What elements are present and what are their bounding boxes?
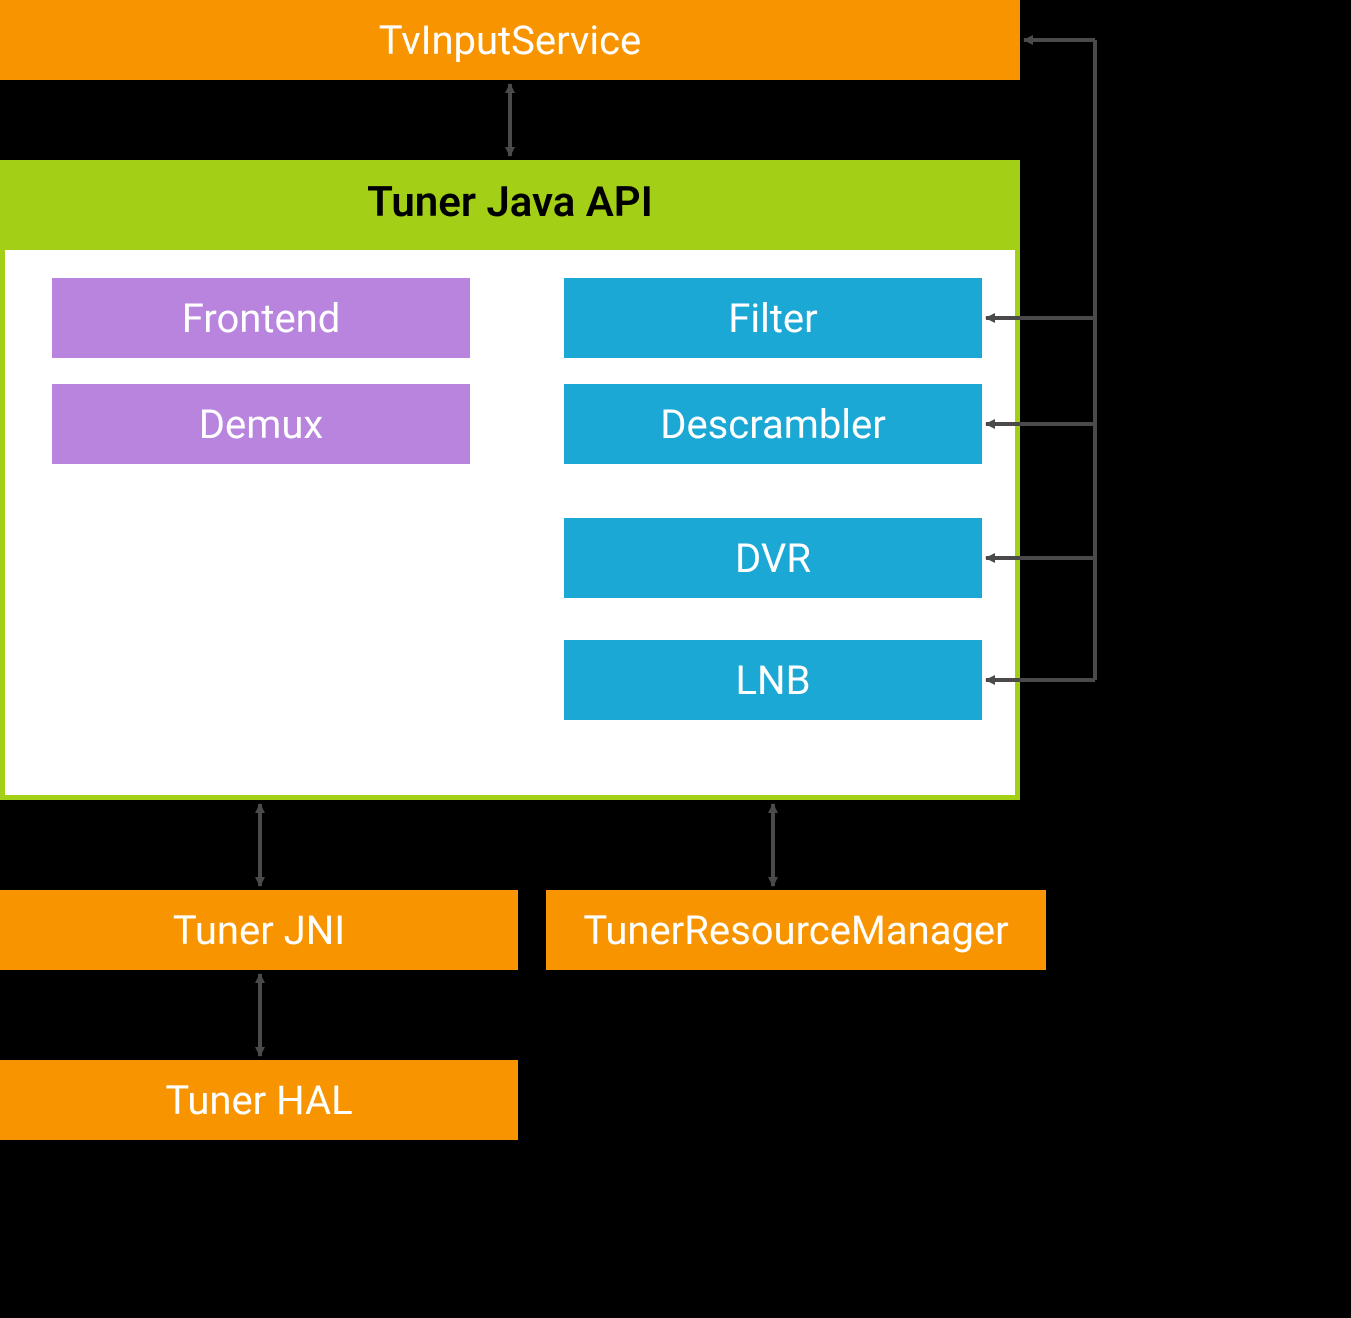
- tuner-jni-box: Tuner JNI: [0, 890, 518, 970]
- descrambler-box: Descrambler: [564, 384, 982, 464]
- descrambler-label: Descrambler: [660, 401, 886, 448]
- tuner-api-header-label: Tuner Java API: [367, 178, 653, 227]
- filter-label: Filter: [728, 295, 817, 342]
- lnb-label: LNB: [736, 657, 811, 704]
- frontend-box: Frontend: [52, 278, 470, 358]
- tuner-api-header: Tuner Java API: [0, 160, 1020, 245]
- filter-box: Filter: [564, 278, 982, 358]
- tuner-hal-label: Tuner HAL: [165, 1077, 352, 1124]
- tv-input-service-box: TvInputService: [0, 0, 1020, 80]
- dvr-label: DVR: [735, 535, 811, 582]
- tuner-hal-box: Tuner HAL: [0, 1060, 518, 1140]
- trm-label: TunerResourceManager: [583, 907, 1008, 954]
- lnb-box: LNB: [564, 640, 982, 720]
- tuner-jni-label: Tuner JNI: [173, 907, 345, 954]
- frontend-label: Frontend: [182, 295, 341, 342]
- demux-label: Demux: [199, 401, 323, 448]
- dvr-box: DVR: [564, 518, 982, 598]
- tuner-resource-manager-box: TunerResourceManager: [546, 890, 1046, 970]
- tv-input-service-label: TvInputService: [379, 17, 642, 64]
- demux-box: Demux: [52, 384, 470, 464]
